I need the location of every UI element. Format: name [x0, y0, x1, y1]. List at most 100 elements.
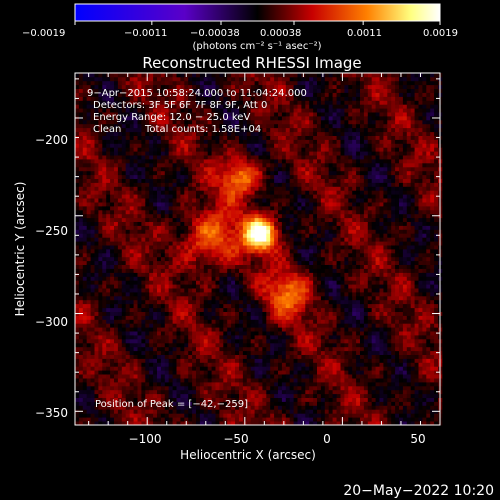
heatmap-cell	[110, 272, 115, 277]
heatmap-cell	[199, 159, 205, 164]
heatmap-cell	[262, 354, 267, 359]
heatmap-cell	[215, 358, 220, 363]
heatmap-cell	[274, 225, 279, 230]
heatmap-cell	[75, 303, 80, 309]
heatmap-cell	[199, 209, 205, 215]
heatmap-cell	[196, 182, 201, 187]
heatmap-cell	[242, 186, 248, 191]
heatmap-cell	[153, 315, 158, 320]
heatmap-cell	[114, 233, 119, 238]
heatmap-cell	[270, 354, 275, 359]
heatmap-cell	[98, 76, 103, 82]
heatmap-cell	[160, 127, 166, 133]
heatmap-cell	[114, 202, 119, 207]
heatmap-cell	[82, 307, 88, 312]
heatmap-cell	[98, 378, 103, 383]
heatmap-cell	[153, 225, 158, 230]
heatmap-cell	[125, 382, 130, 387]
heatmap-cell	[285, 182, 291, 187]
heatmap-cell	[231, 350, 236, 355]
heatmap-cell	[145, 159, 150, 164]
heatmap-cell	[180, 233, 185, 238]
heatmap-cell	[242, 323, 248, 328]
heatmap-cell	[278, 389, 283, 395]
heatmap-cell	[199, 323, 205, 328]
heatmap-cell	[211, 213, 216, 219]
heatmap-cell	[114, 358, 119, 363]
heatmap-cell	[203, 342, 209, 348]
heatmap-cell	[153, 311, 158, 316]
heatmap-cell	[239, 245, 244, 250]
heatmap-cell	[145, 346, 150, 352]
heatmap-cell	[78, 96, 84, 101]
heatmap-cell	[215, 335, 220, 340]
heatmap-cell	[172, 127, 177, 133]
heatmap-cell	[246, 370, 252, 375]
heatmap-cell	[219, 147, 224, 152]
heatmap-cell	[242, 256, 248, 262]
heatmap-cell	[235, 389, 240, 395]
heatmap-cell	[94, 147, 99, 152]
heatmap-cell	[258, 143, 263, 148]
heatmap-cell	[203, 159, 209, 164]
heatmap-cell	[75, 217, 80, 222]
heatmap-cell	[211, 155, 216, 160]
heatmap-cell	[223, 366, 228, 371]
heatmap-cell	[141, 135, 146, 140]
heatmap-cell	[211, 393, 216, 398]
heatmap-cell	[227, 131, 232, 136]
heatmap-cell	[164, 374, 170, 379]
heatmap-cell	[227, 213, 232, 219]
heatmap-cell	[254, 280, 259, 285]
heatmap-cell	[207, 401, 212, 406]
heatmap-cell	[262, 323, 267, 328]
heatmap-cell	[254, 84, 259, 89]
heatmap-cell	[90, 409, 95, 414]
heatmap-cell	[223, 268, 228, 273]
heatmap-cell	[278, 327, 283, 332]
heatmap-cell	[246, 272, 252, 277]
heatmap-cell	[82, 339, 88, 344]
heatmap-cell	[215, 249, 220, 254]
heatmap-cell	[129, 202, 134, 207]
heatmap-cell	[246, 135, 252, 140]
heatmap-cell	[199, 319, 205, 324]
heatmap-cell	[285, 292, 291, 297]
heatmap-cell	[110, 73, 115, 78]
heatmap-cell	[145, 151, 150, 156]
heatmap-cell	[106, 241, 111, 246]
heatmap-cell	[172, 385, 177, 391]
heatmap-cell	[94, 127, 99, 133]
heatmap-cell	[274, 116, 279, 121]
heatmap-cell	[285, 123, 291, 129]
heatmap-cell	[192, 241, 197, 246]
heatmap-cell	[227, 315, 232, 320]
heatmap-cell	[274, 217, 279, 222]
heatmap-cell	[160, 405, 166, 410]
heatmap-cell	[250, 249, 255, 254]
heatmap-cell	[137, 80, 142, 86]
heatmap-cell	[164, 202, 170, 207]
heatmap-cell	[192, 288, 197, 293]
heatmap-cell	[157, 147, 162, 152]
heatmap-cell	[231, 73, 236, 78]
heatmap-cell	[129, 209, 134, 215]
heatmap-cell	[153, 362, 158, 367]
heatmap-cell	[176, 276, 181, 281]
heatmap-cell	[149, 276, 154, 281]
heatmap-cell	[203, 174, 209, 179]
heatmap-cell	[153, 151, 158, 156]
heatmap-cell	[270, 131, 275, 136]
heatmap-cell	[180, 249, 185, 254]
heatmap-cell	[246, 280, 252, 285]
heatmap-cell	[192, 276, 197, 281]
heatmap-cell	[262, 319, 267, 324]
heatmap-cell	[231, 276, 236, 281]
heatmap-cell	[164, 198, 170, 203]
heatmap-cell	[254, 268, 259, 273]
heatmap-cell	[211, 382, 216, 387]
heatmap-cell	[145, 217, 150, 222]
heatmap-cell	[215, 155, 220, 160]
heatmap-cell	[106, 323, 111, 328]
heatmap-cell	[192, 319, 197, 324]
